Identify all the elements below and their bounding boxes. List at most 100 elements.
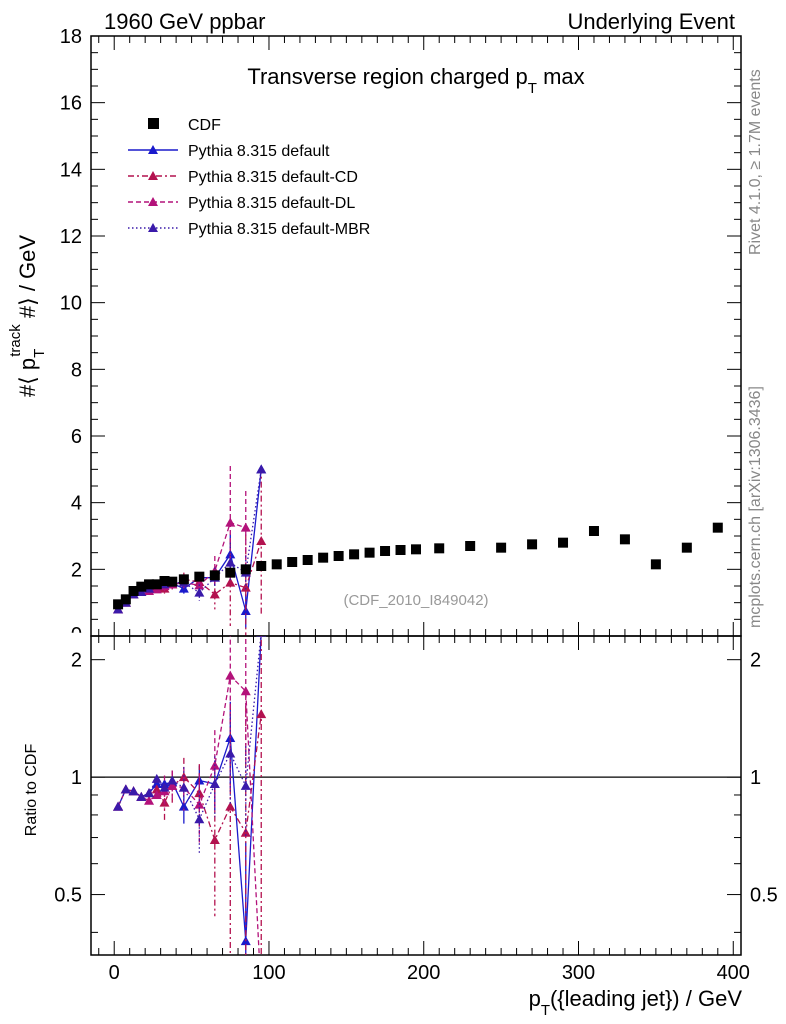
cdf-point: [395, 545, 406, 555]
series-point-2: [256, 536, 267, 545]
ratio-y-axis-label: Ratio to CDF: [23, 744, 40, 837]
cdf-point: [681, 542, 692, 553]
x-tick-label: 400: [717, 962, 750, 984]
series-point-3: [225, 517, 236, 527]
ratio-point-1: [256, 636, 267, 637]
y-tick-label: 14: [60, 159, 82, 181]
legend-marker: [148, 223, 158, 232]
y-tick-label: 16: [60, 93, 82, 115]
cdf-point: [558, 537, 569, 548]
cdf-point: [167, 576, 178, 587]
cdf-point: [144, 579, 155, 590]
header-right: Underlying Event: [567, 9, 735, 34]
y-tick-label: 8: [71, 359, 82, 381]
ratio-y-tick-label-right: 0.5: [750, 885, 778, 907]
cdf-point: [527, 539, 538, 550]
series-line-2: [117, 540, 262, 610]
cdf-point: [113, 599, 124, 610]
ratio-point-2: [151, 784, 162, 794]
ratio-point-4: [194, 814, 205, 824]
y-tick-label: 4: [71, 493, 82, 515]
ratio-point-3: [225, 670, 236, 680]
series-point-4: [194, 587, 205, 597]
ratio-point-4: [240, 780, 251, 790]
x-tick-label: 200: [407, 962, 440, 984]
ratio-point-2: [225, 801, 236, 811]
legend-label: CDF: [188, 117, 221, 134]
legend-label: Pythia 8.315 default: [188, 143, 330, 160]
mcplots-label: mcplots.cern.ch [arXiv:1306.3436]: [747, 386, 764, 628]
cdf-point: [209, 570, 220, 581]
ratio-y-tick-label: 0.5: [54, 885, 82, 907]
ratio-point-4: [113, 801, 124, 811]
ratio-point-4: [256, 636, 267, 637]
series-point-3: [240, 522, 251, 532]
ratio-point-3: [240, 686, 251, 696]
ratio-point-4: [120, 784, 131, 794]
analysis-watermark: (CDF_2010_I849042): [343, 592, 488, 609]
cdf-point: [411, 544, 421, 555]
cdf-point: [225, 567, 236, 578]
ratio-point-4: [178, 782, 189, 792]
chart-title: Transverse region charged pT max: [247, 64, 584, 97]
ratio-line-3: [117, 674, 260, 955]
main-panel: 2 4 6 8 10 12 14 16 18 0: [60, 26, 742, 646]
cdf-point: [434, 543, 445, 554]
ratio-point-4: [128, 786, 139, 796]
cdf-point: [712, 522, 723, 533]
series-point-1: [240, 606, 251, 615]
series-point-2: [225, 577, 236, 587]
legend-marker: [148, 145, 158, 154]
ratio-panel: 0 100 200 300 400 0.5 0.5 1 1 2 2: [54, 635, 778, 984]
x-tick-label: 0: [109, 962, 120, 984]
legend-label: Pythia 8.315 default-MBR: [188, 221, 370, 238]
ratio-point-3: [167, 780, 178, 790]
cdf-point: [364, 547, 375, 558]
series-point-2: [240, 582, 251, 592]
cdf-point: [588, 526, 599, 536]
ratio-point-4: [136, 791, 147, 801]
ratio-point-4: [159, 782, 170, 792]
legend-marker: [148, 171, 158, 180]
cdf-point: [120, 594, 131, 605]
ratio-point-4: [151, 773, 162, 783]
cdf-point: [333, 551, 344, 561]
ratio-line-4: [117, 636, 262, 821]
ratio-line-1: [117, 636, 262, 942]
legend-marker: [148, 118, 159, 129]
ratio-y-tick-label-right: 2: [750, 650, 761, 672]
ratio-point-2: [240, 827, 251, 837]
ratio-frame: [90, 635, 742, 956]
ratio-point-3: [151, 789, 162, 799]
cdf-point: [256, 561, 267, 571]
cdf-point: [465, 541, 476, 551]
legend: CDF Pythia 8.315 default Pythia 8.315 defa…: [128, 117, 370, 238]
ratio-y-tick-label-right: 1: [750, 767, 761, 789]
ratio-point-2: [256, 709, 267, 719]
header-left: 1960 GeV ppbar: [104, 9, 265, 34]
cdf-point: [619, 534, 630, 545]
ratio-point-1: [151, 779, 162, 789]
x-tick-label: 100: [252, 962, 285, 984]
ratio-series-group: [113, 636, 267, 955]
series-point-4: [225, 557, 236, 567]
series-point-4: [256, 464, 267, 474]
cdf-point: [302, 555, 313, 565]
cdf-point: [650, 559, 661, 570]
cdf-point: [349, 549, 360, 560]
x-axis-label: pT({leading jet}) / GeV: [529, 986, 743, 1019]
main-series-group: [113, 464, 267, 636]
cdf-point: [380, 546, 391, 556]
ratio-point-4: [144, 788, 155, 798]
ratio-point-4: [167, 775, 178, 785]
cdf-point: [151, 579, 162, 590]
x-tick-label: 300: [562, 962, 595, 984]
y-tick-label: 12: [60, 226, 82, 248]
rivet-label: Rivet 4.1.0, ≥ 1.7M events: [747, 69, 764, 255]
cdf-point: [178, 574, 189, 585]
cdf-point: [240, 564, 251, 575]
cdf-point: [136, 581, 147, 592]
ratio-y-tick-label: 1: [71, 767, 82, 789]
ratio-point-1: [178, 801, 189, 811]
